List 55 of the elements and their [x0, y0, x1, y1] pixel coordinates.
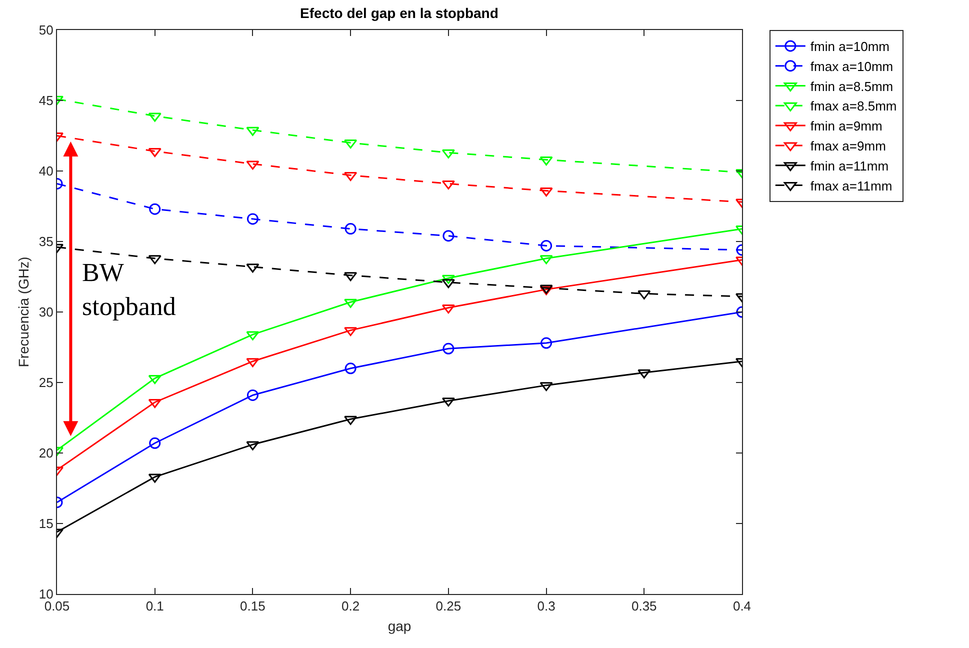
- point: [344, 223, 356, 235]
- legend-label: fmin a=8.5mm: [810, 78, 894, 94]
- legend-label: fmax a=8.5mm: [810, 98, 897, 114]
- point: [442, 230, 454, 242]
- point: [246, 358, 260, 368]
- x-tick-label: 0.35: [631, 598, 657, 614]
- x-tick-label: 0.1: [146, 598, 164, 614]
- point: [442, 180, 455, 190]
- x-tick-label: 0.15: [240, 598, 266, 614]
- y-tick-label: 20: [38, 446, 54, 461]
- point: [246, 441, 260, 450]
- legend-label: fmin a=11mm: [810, 158, 889, 174]
- point: [344, 298, 358, 308]
- point: [344, 416, 358, 425]
- y-tick-label: 40: [38, 164, 54, 179]
- y-tick-label: 35: [38, 234, 54, 250]
- chart-title: Efecto del gap en la stopband: [300, 4, 498, 21]
- point: [540, 156, 553, 166]
- y-tick-label: 50: [38, 22, 54, 38]
- point: [442, 304, 455, 314]
- point: [344, 362, 356, 374]
- point: [344, 140, 358, 149]
- legend-label: fmin a=9mm: [810, 118, 882, 134]
- point: [246, 331, 260, 340]
- point: [246, 160, 260, 170]
- y-tick-label: 15: [38, 516, 54, 532]
- y-tick-label: 25: [38, 375, 54, 390]
- point: [442, 398, 455, 407]
- point: [442, 274, 455, 284]
- point: [246, 213, 258, 225]
- legend-label: fmax a=10mm: [810, 58, 894, 74]
- x-tick-label: 0.3: [537, 598, 556, 614]
- x-tick-label: 0.4: [732, 598, 752, 614]
- annotation: BW stopband: [82, 258, 176, 321]
- point: [540, 255, 553, 264]
- point: [344, 272, 358, 282]
- point: [344, 172, 358, 181]
- y-axis-title: Frecuencia (GHz): [16, 256, 32, 368]
- point: [344, 327, 358, 336]
- x-tick-label: 0.2: [342, 598, 360, 614]
- legend-label: fmin a=10mm: [810, 39, 890, 54]
- point: [246, 126, 260, 136]
- point: [442, 279, 455, 288]
- legend-label: fmax a=9mm: [810, 138, 886, 154]
- x-axis-title: gap: [388, 618, 412, 634]
- x-tick-label: 0.25: [436, 598, 462, 614]
- point: [442, 149, 455, 158]
- point: [246, 389, 258, 401]
- y-tick-label: 45: [38, 93, 54, 108]
- y-tick-label: 30: [38, 304, 54, 320]
- point: [442, 342, 454, 354]
- legend-label: fmax a=11mm: [810, 178, 892, 194]
- point: [246, 264, 260, 273]
- point: [540, 382, 553, 392]
- point: [540, 187, 553, 196]
